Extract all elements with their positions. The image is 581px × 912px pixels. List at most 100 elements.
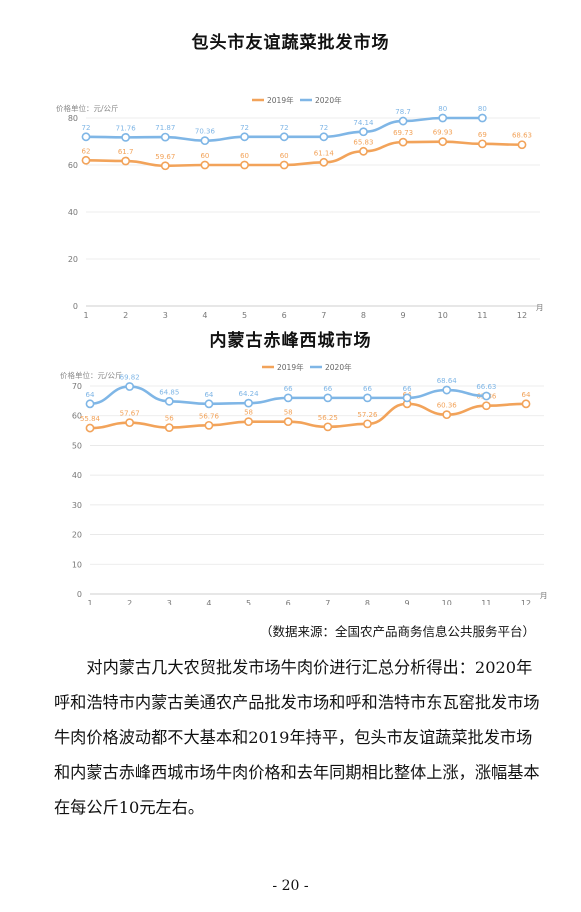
x-tick-label: 10 [442, 599, 452, 605]
y-tick-label: 50 [72, 441, 82, 450]
data-point [200, 160, 210, 170]
data-label: 65.83 [353, 138, 373, 146]
data-label: 62 [82, 147, 91, 155]
data-label: 58 [284, 409, 293, 417]
y-tick-label: 30 [72, 501, 82, 510]
x-tick-label: 1 [87, 599, 92, 605]
x-tick-label: 5 [242, 311, 247, 320]
data-point [481, 391, 491, 401]
data-point [283, 393, 293, 403]
data-label: 70.36 [195, 128, 216, 136]
data-label: 71.87 [155, 124, 175, 132]
data-label: 66 [403, 385, 412, 393]
chart-2-title: 内蒙古赤峰西城市场 [209, 331, 372, 351]
data-label: 64.24 [239, 390, 260, 398]
legend-label: 2020年 [325, 362, 352, 372]
x-tick-label: 1 [83, 311, 88, 320]
data-label: 69.93 [433, 129, 453, 137]
data-label: 56.76 [199, 412, 220, 420]
data-point [160, 132, 170, 142]
analysis-text: 对内蒙古几大农贸批发市场牛肉价进行汇总分析得出：2020年呼和浩特市内蒙古美通农… [54, 658, 540, 817]
data-label: 72 [240, 124, 249, 132]
data-label: 57.26 [357, 411, 378, 419]
data-label: 59.67 [155, 153, 175, 161]
data-point [363, 393, 372, 403]
data-label: 72 [82, 124, 91, 132]
data-label: 68.63 [512, 132, 532, 140]
x-axis-label: 月 [536, 303, 544, 312]
analysis-paragraph: 对内蒙古几大农贸批发市场牛肉价进行汇总分析得出：2020年呼和浩特市内蒙古美通农… [54, 650, 546, 825]
y-tick-label: 60 [68, 161, 78, 170]
x-tick-label: 8 [365, 599, 370, 605]
y-tick-label: 20 [68, 255, 78, 264]
data-point [438, 113, 448, 123]
data-label: 56 [165, 415, 174, 423]
x-tick-label: 4 [202, 311, 207, 320]
data-label: 69 [478, 131, 487, 139]
data-label: 80 [478, 105, 487, 113]
data-point [398, 116, 408, 126]
data-point [200, 136, 210, 146]
chart-legend: 2019年 2020年 [262, 362, 352, 372]
data-point [244, 398, 253, 408]
data-point [279, 132, 289, 142]
data-point [359, 146, 368, 156]
y-tick-label: 0 [77, 590, 82, 599]
data-point [204, 399, 214, 409]
data-point [477, 139, 487, 149]
data-label: 71.76 [116, 124, 137, 132]
data-label: 61.14 [314, 149, 335, 157]
data-label: 78.7 [395, 108, 411, 116]
data-point [398, 137, 408, 147]
chart-1-title: 包头市友谊蔬菜批发市场 [191, 33, 390, 53]
data-point [442, 385, 452, 395]
series-line-0 [89, 402, 527, 430]
data-label: 64.85 [159, 388, 179, 396]
data-point [319, 132, 329, 142]
series-line-0 [85, 140, 523, 168]
data-point [477, 113, 487, 123]
data-point [121, 132, 131, 142]
data-source-note: （数据来源：全国农产品商务信息公共服务平台） [259, 624, 535, 639]
data-label: 56.25 [318, 414, 338, 422]
data-point [244, 417, 253, 427]
x-tick-label: 5 [246, 599, 251, 605]
data-label: 60 [240, 152, 249, 160]
data-point [319, 157, 329, 167]
data-label: 66 [363, 385, 372, 393]
x-tick-label: 8 [361, 311, 366, 320]
legend-label: 2019年 [277, 362, 304, 372]
data-point [481, 401, 491, 411]
x-tick-label: 10 [438, 311, 448, 320]
data-point [125, 418, 135, 428]
data-point [164, 423, 174, 432]
data-point [121, 156, 131, 166]
data-point [85, 399, 95, 409]
data-label: 55.84 [80, 415, 101, 423]
data-point [160, 161, 170, 171]
data-point [323, 422, 333, 432]
data-label: 64 [522, 391, 531, 399]
x-tick-label: 9 [401, 311, 406, 320]
x-tick-label: 4 [206, 599, 211, 605]
data-label: 72 [280, 124, 289, 132]
data-point [517, 140, 527, 150]
data-label: 61.7 [118, 148, 134, 156]
x-tick-label: 9 [405, 599, 410, 605]
data-point [363, 419, 372, 429]
data-point [204, 420, 214, 430]
y-tick-label: 70 [72, 382, 82, 391]
data-point [81, 155, 91, 165]
data-label: 69.73 [393, 129, 413, 137]
x-tick-label: 7 [325, 599, 330, 605]
data-point [279, 160, 289, 170]
y-tick-label: 10 [72, 560, 82, 569]
x-tick-label: 3 [163, 311, 168, 320]
data-point [283, 417, 293, 427]
data-label: 57.67 [120, 410, 140, 418]
data-label: 64 [204, 391, 213, 399]
x-tick-label: 12 [517, 311, 527, 320]
data-label: 58 [244, 409, 253, 417]
